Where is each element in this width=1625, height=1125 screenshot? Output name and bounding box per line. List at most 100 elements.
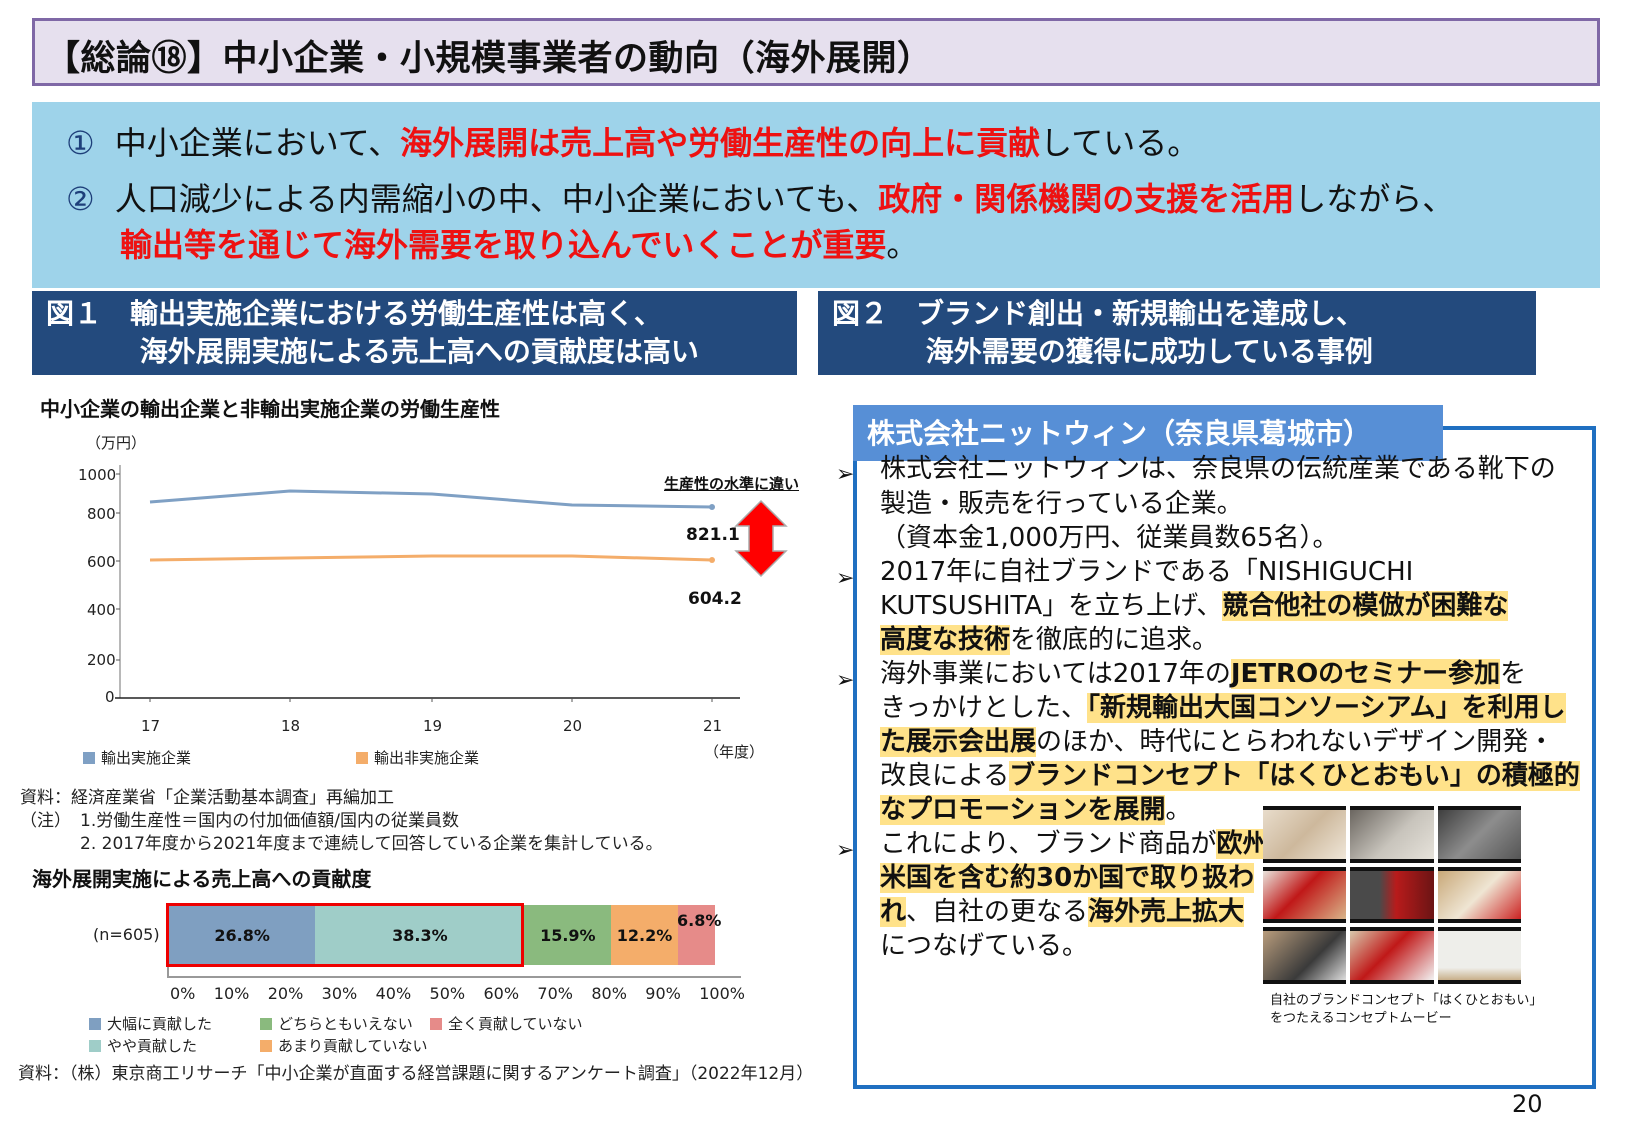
bar-legend-item: やや貢献した — [89, 1035, 197, 1056]
case-text: 海外事業においては2017年の — [880, 659, 1231, 689]
case-highlight: JETROのセミナー参加 — [1230, 659, 1501, 689]
bar-segment-neutral: 15.9% — [524, 905, 612, 965]
case-line: 改良によるブランドコンセプト「はくひとおもい」の積極的 — [880, 759, 1580, 794]
x-tick: 18 — [281, 717, 301, 735]
legend-label: 大幅に貢献した — [107, 1015, 213, 1033]
x-tick: 60% — [483, 984, 520, 1003]
figure1-note-label: （注） — [20, 811, 71, 831]
bar-legend-item: あまり貢献していない — [260, 1035, 428, 1056]
legend-label: やや貢献した — [107, 1037, 198, 1055]
x-unit-label: （年度） — [704, 743, 765, 761]
case-text: きっかけとした、 — [880, 693, 1087, 723]
case-line: 製造・販売を行っている企業。 — [880, 489, 1243, 519]
case-line: 海外事業においては2017年のJETROのセミナー参加を — [880, 657, 1526, 692]
summary-emphasis: 輸出等を通じて海外需要を取り込んでいくことが重要 — [120, 226, 887, 264]
bullet-arrow-icon: ➢ — [836, 462, 855, 487]
case-line: につなげている。 — [880, 931, 1089, 961]
legend-label: 全く貢献していない — [448, 1015, 583, 1033]
legend-swatch — [89, 1040, 101, 1052]
photo-caption-line2: をつたえるコンセプトムービー — [1270, 1011, 1452, 1026]
thumbnail-image — [1263, 866, 1347, 924]
concept-movie-thumbnails[interactable] — [1263, 806, 1521, 984]
line-chart — [115, 465, 788, 702]
case-line: きっかけとした、「新規輸出大国コンソーシアム」を利用し — [880, 691, 1566, 726]
case-line: 2017年に自社ブランドである「NISHIGUCHI — [880, 557, 1414, 587]
bullet-arrow-icon: ➢ — [836, 566, 855, 591]
x-tick: 40% — [375, 984, 412, 1003]
legend-swatch — [356, 752, 368, 764]
case-line: 株式会社ニットウィンは、奈良県の伝統産業である靴下の — [880, 454, 1556, 484]
y-tick: 800 — [87, 505, 116, 523]
legend-swatch — [89, 1018, 101, 1030]
case-highlight: 高度な技術 — [880, 625, 1011, 655]
x-tick: 19 — [423, 717, 443, 735]
bar-label-none: 6.8% — [677, 911, 722, 930]
case-highlight: ブランドコンセプト「はくひとおもい」の積極的 — [1009, 761, 1580, 791]
x-tick: 50% — [429, 984, 466, 1003]
y-tick: 600 — [87, 553, 116, 571]
line-chart-title: 中小企業の輸出企業と非輸出実施企業の労働生産性 — [40, 397, 500, 421]
case-line: これにより、ブランド商品が欧州や — [880, 827, 1295, 862]
bullet-arrow-icon: ➢ — [836, 838, 855, 863]
thumbnail-image — [1263, 806, 1347, 863]
thumbnail-image — [1437, 806, 1521, 863]
figure2-heading-line2: 海外需要の獲得に成功している事例 — [832, 335, 1373, 368]
y-tick: 200 — [87, 651, 116, 669]
case-line: 米国を含む約30か国で取り扱わ — [880, 861, 1255, 896]
summary-emphasis: 海外展開は売上高や労働生産性の向上に貢献 — [400, 124, 1041, 162]
summary-text: しながら、 — [1294, 180, 1455, 218]
summary-emphasis: 政府・関係機関の支援を活用 — [878, 180, 1295, 218]
case-highlight: 米国を含む約30か国で取り扱わ — [880, 863, 1255, 893]
case-line: た展示会出展のほか、時代にとらわれないデザイン開発・ — [880, 725, 1554, 760]
summary-box: ① 中小企業において、海外展開は売上高や労働生産性の向上に貢献している。 ② 人口減… — [32, 102, 1600, 288]
case-line: なプロモーションを展開。 — [880, 793, 1192, 828]
legend-label: どちらともいえない — [278, 1015, 413, 1033]
page-number: 20 — [1512, 1090, 1543, 1118]
case-highlight: れ — [880, 897, 907, 927]
legend-swatch — [83, 752, 95, 764]
case-highlight: 競合他社の模倣が困難な — [1222, 591, 1509, 621]
thumbnail-image — [1437, 866, 1521, 924]
figure1-heading-line1: 図１ 輸出実施企業における労働生産性は高く、 — [46, 297, 663, 330]
legend-item-export: 輸出実施企業 — [83, 747, 191, 768]
figure1-note-1: 1.労働生産性＝国内の付加価値額/国内の従業員数 — [80, 811, 459, 831]
figure1-heading-line2: 海外展開実施による売上高への貢献度は高い — [46, 335, 699, 368]
x-tick: 80% — [591, 984, 627, 1003]
case-text: を徹底的に追求。 — [1010, 625, 1219, 655]
y-tick: 400 — [87, 601, 116, 619]
bar-legend-item: どちらともいえない — [260, 1013, 413, 1034]
thumbnail-image — [1350, 806, 1434, 863]
stacked-bar: 26.8% 38.3% 15.9% 12.2% — [169, 905, 715, 965]
point-number-1: ① — [66, 124, 95, 162]
case-text: 、自社の更なる — [906, 897, 1089, 927]
bar-sample-size: (n=605) — [93, 925, 160, 944]
x-tick: 70% — [537, 984, 573, 1003]
summary-text: している。 — [1040, 124, 1200, 162]
case-text: 。 — [1165, 795, 1192, 825]
thumbnail-image — [1350, 927, 1434, 984]
figure1-note-2: 2. 2017年度から2021年度まで連続して回答している企業を集計している。 — [80, 834, 663, 854]
case-highlight: 「新規輸出大国コンソーシアム」を利用し — [1086, 693, 1566, 723]
case-text: 改良による — [880, 761, 1010, 791]
x-tick: 20 — [563, 717, 583, 735]
case-line: 高度な技術を徹底的に追求。 — [880, 623, 1218, 658]
figure1-heading: 図１ 輸出実施企業における労働生産性は高く、 海外展開実施による売上高への貢献度… — [32, 291, 797, 375]
figure2-heading-line1: 図２ ブランド創出・新規輸出を達成し、 — [832, 297, 1365, 330]
summary-text: 中小企業において、 — [114, 124, 401, 162]
bar-legend-item: 全く貢献していない — [430, 1013, 583, 1034]
summary-point-2-cont: 輸出等を通じて海外需要を取り込んでいくことが重要。 — [120, 220, 918, 266]
case-line: KUTSUSHITA」を立ち上げ、競合他社の模倣が困難な — [880, 589, 1509, 624]
thumbnail-image — [1263, 927, 1347, 984]
y-unit-label: （万円） — [86, 434, 147, 452]
legend-swatch — [260, 1018, 272, 1030]
case-text: KUTSUSHITA」を立ち上げ、 — [880, 591, 1223, 621]
x-tick: 100% — [699, 984, 745, 1003]
legend-label: 輸出実施企業 — [101, 749, 192, 767]
value-label-nonexport: 604.2 — [688, 589, 742, 609]
legend-label: あまり貢献していない — [278, 1037, 428, 1055]
highlight-frame — [166, 903, 524, 967]
thumbnail-image — [1350, 866, 1434, 924]
case-line: （資本金1,000万円、従業員数65名）。 — [880, 523, 1339, 553]
summary-text: 人口減少による内需縮小の中、中小企業においても、 — [114, 180, 879, 218]
case-text: これにより、ブランド商品が — [880, 829, 1217, 859]
